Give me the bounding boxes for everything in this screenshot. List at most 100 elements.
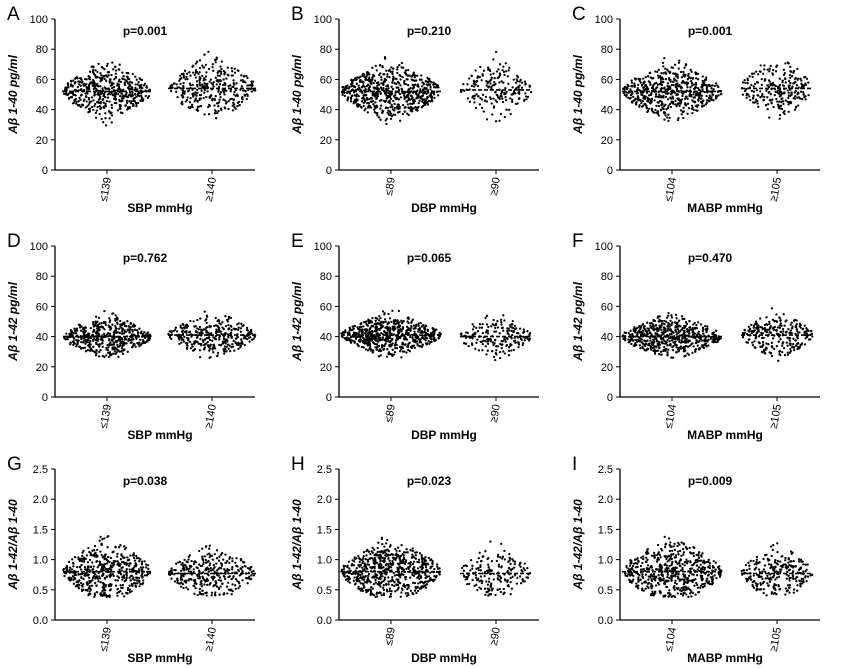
data-point <box>91 70 95 73</box>
data-point <box>763 64 766 67</box>
data-point <box>369 106 373 109</box>
data-point <box>684 321 688 324</box>
data-point <box>660 100 663 103</box>
x-tick-label: ≤89 <box>383 176 398 196</box>
data-point <box>192 92 195 95</box>
data-point <box>364 348 368 351</box>
data-point <box>780 107 783 110</box>
data-point <box>249 328 253 332</box>
data-point <box>680 315 684 318</box>
data-point <box>498 97 501 101</box>
data-point <box>175 330 179 333</box>
data-point <box>759 90 762 93</box>
data-point <box>194 330 198 333</box>
data-point <box>405 78 408 81</box>
data-point <box>398 331 401 334</box>
data-point <box>365 78 369 82</box>
data-point <box>203 310 206 313</box>
data-point <box>355 93 359 96</box>
data-point <box>785 319 788 322</box>
data-point <box>777 105 781 108</box>
data-point <box>664 77 668 81</box>
data-point <box>206 325 209 329</box>
data-point <box>383 347 386 350</box>
data-point <box>502 314 505 317</box>
data-point <box>682 106 685 109</box>
data-point <box>193 100 196 103</box>
data-point <box>94 69 97 72</box>
data-point <box>753 340 756 343</box>
data-point <box>213 112 217 115</box>
data-point <box>189 319 192 323</box>
y-tick-label: 80 <box>320 44 332 56</box>
data-point <box>750 323 753 327</box>
data-point <box>369 100 373 103</box>
data-point <box>649 83 652 86</box>
data-point <box>232 85 235 89</box>
data-point <box>673 63 677 66</box>
data-point <box>370 97 373 100</box>
data-point <box>672 97 675 100</box>
data-point <box>344 337 347 340</box>
data-point <box>697 330 700 334</box>
data-point <box>382 99 386 103</box>
data-point <box>115 84 119 87</box>
data-point <box>675 79 678 82</box>
data-point <box>418 326 422 330</box>
data-point <box>212 85 215 88</box>
data-point <box>75 100 78 103</box>
data-point <box>677 331 680 335</box>
data-point <box>111 61 114 64</box>
data-point <box>715 336 718 339</box>
data-point <box>226 343 230 346</box>
data-point <box>361 91 364 95</box>
data-point <box>99 72 102 75</box>
data-point <box>82 326 86 330</box>
data-point <box>783 324 786 327</box>
data-point <box>114 352 117 356</box>
data-point <box>88 110 92 113</box>
data-point <box>65 332 68 335</box>
data-point <box>216 74 220 77</box>
data-point <box>364 107 367 110</box>
data-point <box>91 338 95 342</box>
data-point <box>239 330 243 333</box>
data-point <box>652 318 655 322</box>
data-point <box>796 347 799 351</box>
data-point <box>72 339 75 343</box>
data-point <box>142 340 145 343</box>
data-point <box>405 325 409 328</box>
data-point <box>88 349 92 352</box>
data-point <box>365 338 368 341</box>
data-point <box>115 335 118 338</box>
data-point <box>208 338 212 342</box>
data-point <box>657 68 660 72</box>
data-point <box>432 329 435 332</box>
data-point <box>224 314 227 318</box>
data-point <box>98 350 101 354</box>
data-point <box>792 337 795 340</box>
data-point <box>377 335 380 338</box>
data-point <box>140 343 143 346</box>
data-point <box>422 98 426 101</box>
data-point <box>117 327 120 330</box>
data-point <box>223 350 226 353</box>
data-point <box>90 347 93 351</box>
data-point <box>371 92 374 95</box>
data-point <box>468 77 471 80</box>
data-point <box>485 323 489 326</box>
data-point <box>133 343 136 346</box>
data-point <box>511 98 514 101</box>
data-point <box>696 344 699 347</box>
data-point <box>658 315 661 318</box>
data-point <box>131 72 134 76</box>
data-point <box>188 71 191 74</box>
data-point <box>492 97 495 100</box>
data-point <box>126 328 130 331</box>
y-tick-label: 20 <box>601 135 613 147</box>
data-point <box>253 335 256 338</box>
data-point <box>486 349 489 352</box>
data-point <box>129 102 133 105</box>
